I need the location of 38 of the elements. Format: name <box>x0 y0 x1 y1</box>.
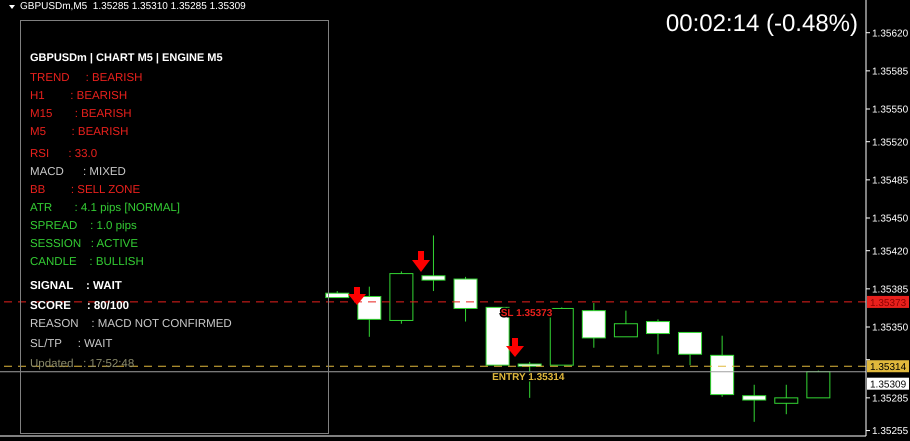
y-tick-label: 1.35420 <box>872 246 909 258</box>
candlestick <box>742 384 766 422</box>
annotation: SL/TP : WAIT <box>30 338 112 350</box>
y-tick-label: 1.35520 <box>872 137 909 148</box>
annotation: REASON : MACD NOT CONFIRMED <box>30 318 232 330</box>
annotation: H1 : BEARISH <box>30 90 128 102</box>
annotation: GBPUSDm | CHART M5 | ENGINE M5 <box>30 52 223 64</box>
candlestick <box>614 310 638 338</box>
candlestick <box>678 332 702 366</box>
annotation: BB : SELL ZONE <box>30 184 140 196</box>
annotation: RSI : 33.0 <box>30 148 98 160</box>
candlestick <box>646 318 670 355</box>
annotation: SIGNAL : WAIT <box>30 280 122 292</box>
text: 1.35373 <box>870 298 907 309</box>
y-tick-label: 1.35385 <box>872 284 909 296</box>
y-tick-label: 1.35485 <box>872 175 909 186</box>
annotation: M5 : BEARISH <box>30 126 128 138</box>
y-tick-label: 1.35450 <box>872 214 909 225</box>
annotation: SCORE : 80/100 <box>30 300 130 312</box>
text: 1.35314 <box>870 362 907 374</box>
annotation: CANDLE : BULLISH <box>30 256 144 268</box>
y-tick-label: 1.35620 <box>872 28 909 40</box>
annotation: MACD : MIXED <box>30 166 126 178</box>
annotation: SPREAD : 1.0 pips <box>30 220 137 232</box>
annotation: M15 : BEARISH <box>30 108 132 120</box>
y-tick-label: 1.35350 <box>872 322 909 334</box>
chart-title: GBPUSDm,M5 1.35285 1.35310 1.35285 1.35309 <box>20 1 246 12</box>
annotation: SESSION : ACTIVE <box>30 238 138 250</box>
annotation: Updated : 17:52:48 <box>30 358 134 370</box>
annotation: ATR : 4.1 pips [NORMAL] <box>30 202 180 214</box>
y-tick-label: 1.35255 <box>872 426 909 438</box>
y-tick-label: 1.35285 <box>872 393 909 404</box>
annotation: TREND : BEARISH <box>30 72 142 84</box>
annotation: 00:02:14 (-0.48%) <box>666 10 858 38</box>
candlestick <box>774 384 798 415</box>
y-tick-label: 1.35585 <box>872 66 909 78</box>
text: 1.35309 <box>870 380 907 391</box>
y-tick-label: 1.35550 <box>872 104 909 116</box>
